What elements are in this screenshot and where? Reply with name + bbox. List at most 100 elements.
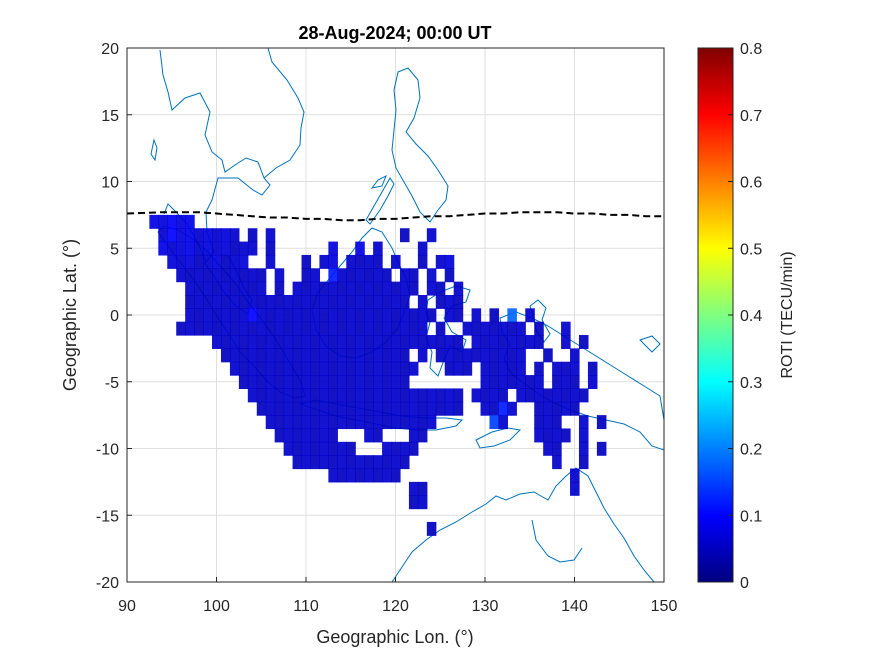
roti-cell [391, 375, 401, 390]
roti-cell [292, 308, 303, 323]
roti-cell [292, 281, 303, 296]
roti-cell [247, 228, 258, 243]
roti-cell [185, 281, 195, 296]
roti-cell [399, 294, 410, 309]
roti-cell [489, 388, 500, 403]
roti-cell [435, 401, 446, 416]
roti-cell [274, 294, 285, 309]
roti-cell [570, 401, 580, 416]
roti-cell [220, 268, 231, 283]
roti-cell [229, 348, 240, 363]
roti-cell [570, 481, 580, 496]
roti-cell [355, 281, 365, 296]
roti-cell [346, 388, 356, 403]
roti-cell [328, 428, 338, 443]
roti-cell [408, 388, 419, 403]
roti-cell [301, 348, 312, 363]
roti-cell [364, 428, 374, 443]
x-tick-label: 130 [472, 598, 499, 615]
roti-cell [283, 335, 294, 349]
roti-cell [212, 321, 222, 336]
roti-cell [328, 308, 338, 323]
colorbar-tick-label: 0.1 [740, 508, 762, 525]
coastline-philippines [391, 67, 449, 223]
roti-cell [355, 241, 365, 256]
roti-cell [203, 281, 213, 296]
roti-cell [301, 428, 312, 443]
roti-cell [194, 321, 204, 336]
roti-cell [534, 428, 544, 443]
roti-cell [301, 294, 312, 309]
roti-cell [185, 268, 195, 283]
roti-cell [310, 455, 321, 470]
roti-cell [355, 348, 365, 363]
roti-cell [391, 308, 401, 323]
roti-cell [274, 428, 285, 443]
roti-cell [489, 415, 500, 430]
roti-cell [220, 308, 231, 323]
roti-cell [417, 401, 428, 416]
roti-cell [399, 388, 410, 403]
terminator-dashed-line [127, 211, 664, 222]
roti-cell [346, 375, 356, 390]
roti-cell [185, 254, 195, 269]
roti-cell [265, 308, 276, 323]
roti-cell [596, 415, 607, 430]
roti-cell [301, 415, 312, 430]
roti-cell [417, 495, 428, 510]
roti-cell [328, 268, 338, 283]
roti-cell [346, 321, 356, 336]
roti-cell [399, 415, 410, 430]
roti-cell [265, 254, 276, 269]
roti-cell [578, 455, 589, 470]
roti-cell [346, 335, 356, 349]
roti-cell [229, 321, 240, 336]
roti-cell [229, 241, 240, 256]
roti-cell [516, 321, 526, 336]
roti-cell [185, 294, 195, 309]
roti-cell [552, 415, 562, 430]
roti-cell [301, 388, 312, 403]
roti-cell [328, 415, 338, 430]
roti-cell [426, 268, 437, 283]
roti-cell [534, 361, 544, 376]
roti-cell [176, 241, 186, 256]
roti-cell [391, 455, 401, 470]
roti-cell [382, 361, 392, 376]
x-tick-label: 140 [561, 598, 588, 615]
roti-cell [382, 455, 392, 470]
roti-cell [543, 415, 553, 430]
roti-cell [552, 455, 562, 470]
roti-cell [453, 335, 464, 349]
roti-cell [310, 348, 321, 363]
roti-cell [238, 268, 249, 283]
roti-cell [346, 361, 356, 376]
roti-cell [212, 241, 222, 256]
roti-cell [364, 294, 374, 309]
roti-cell [292, 415, 303, 430]
colorbar-ticks: 0 0.1 0.2 0.3 0.4 0.5 0.6 0.7 0.8 [728, 41, 762, 592]
roti-cell [373, 415, 383, 430]
roti-cell [373, 254, 383, 269]
y-axis-ticks: 20 15 10 5 0 -5 -10 -15 -20 [96, 41, 132, 592]
roti-cell [471, 335, 482, 349]
y-tick-label: 10 [101, 175, 119, 192]
roti-cell [256, 388, 267, 403]
colorbar-tick-label: 0.8 [740, 41, 762, 58]
roti-cell [382, 321, 392, 336]
roti-cell [283, 428, 294, 443]
roti-cell [498, 375, 508, 390]
y-tick-label: -5 [105, 375, 119, 392]
roti-cell [355, 388, 365, 403]
roti-cell [310, 335, 321, 349]
roti-cell [480, 348, 491, 363]
roti-cell [534, 321, 544, 336]
roti-cell [292, 321, 303, 336]
roti-cell [426, 401, 437, 416]
roti-cell [301, 375, 312, 390]
roti-cell [399, 455, 410, 470]
roti-cell [220, 241, 231, 256]
roti-cell [337, 308, 347, 323]
roti-cell [462, 321, 473, 336]
roti-cell [194, 294, 204, 309]
